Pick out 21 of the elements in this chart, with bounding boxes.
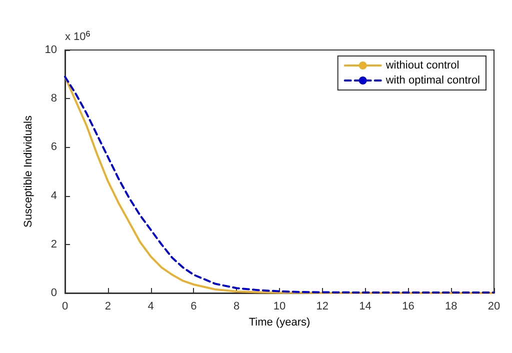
y-tick-label: 2 [50,238,57,250]
y-tick-label: 4 [50,190,57,202]
x-tick-label: 14 [359,300,372,312]
x-tick-label: 12 [316,300,329,312]
x-tick-label: 2 [104,300,111,312]
y-tick-label: 0 [50,287,57,299]
x-tick-label: 16 [402,300,414,312]
x-tick-label: 20 [488,300,500,312]
x-tick-label: 4 [148,300,154,312]
x-tick-label: 6 [190,300,197,312]
legend-label: with optimal control [384,74,480,86]
x-tick-label: 18 [444,300,458,312]
y-tick-label: 6 [50,141,57,154]
y-tick-label: 10 [44,44,57,56]
x-tick-label: 0 [62,300,68,312]
x-tick-label: 10 [273,300,286,312]
x-tick-label: 8 [234,300,240,312]
y-tick-label: 8 [50,92,57,105]
legend-label: withiout control [384,60,460,72]
y-axis-title: Susceptible Individuals [22,115,34,228]
x-axis-title: Time (years) [248,316,310,328]
